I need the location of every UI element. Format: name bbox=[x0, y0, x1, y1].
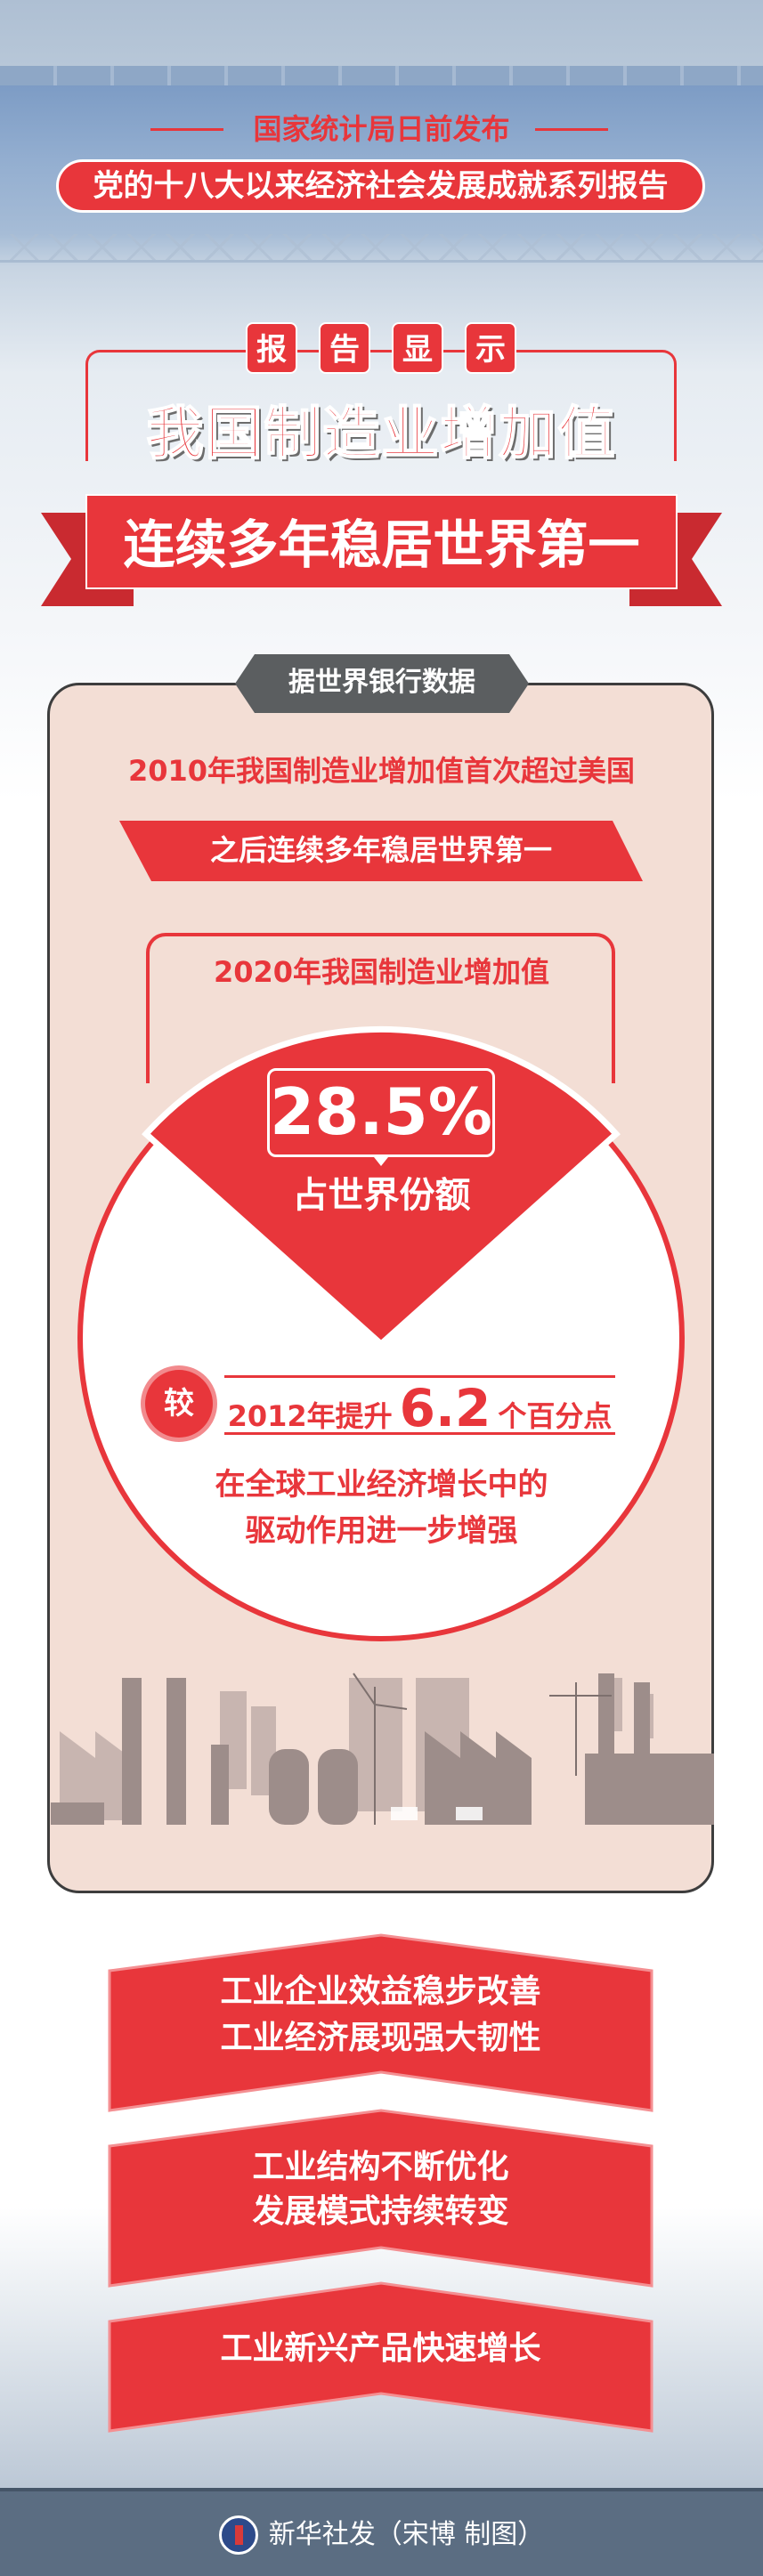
report-shows-char: 显 bbox=[392, 322, 443, 374]
series-title-pill: 党的十八大以来经济社会发展成就系列报告 bbox=[56, 159, 705, 213]
report-shows-char: 告 bbox=[319, 322, 370, 374]
banner-text: 之后连续多年稳居世界第一 bbox=[209, 833, 552, 867]
chevron-3-line-1: 工业新兴产品快速增长 bbox=[220, 2330, 541, 2367]
header-stripe bbox=[0, 66, 763, 85]
compare-value: 6.2 bbox=[399, 1378, 491, 1438]
main-title: 我国制造业增加值 bbox=[146, 401, 617, 467]
report-shows-char: 报 bbox=[246, 322, 297, 374]
line-2010: 2010年我国制造业增加值首次超过美国 bbox=[127, 754, 636, 788]
source-tab bbox=[235, 654, 529, 713]
footer-bar bbox=[0, 2488, 763, 2576]
publisher-line: 国家统计局日前发布 bbox=[253, 112, 510, 146]
chevron-2 bbox=[108, 2109, 653, 2288]
bracket-2020 bbox=[146, 933, 615, 1083]
share-label: 占世界份额 bbox=[292, 1175, 471, 1216]
divider-right bbox=[535, 128, 608, 131]
title-2020: 2020年我国制造业增加值 bbox=[213, 955, 550, 989]
chevron-2-line-2: 发展模式持续转变 bbox=[252, 2193, 509, 2230]
compare-prefix: 2012年提升 bbox=[227, 1399, 393, 1433]
banner-shape bbox=[119, 821, 643, 881]
chevron-3 bbox=[108, 2281, 653, 2433]
increase-row: 2012年提升 6.2 个百分点 bbox=[224, 1378, 615, 1438]
title-bracket bbox=[85, 350, 677, 461]
chevron-2-line-1: 工业结构不断优化 bbox=[252, 2149, 509, 2185]
chevron-1 bbox=[108, 1933, 653, 2112]
drive-line-2: 驱动作用进一步增强 bbox=[245, 1513, 518, 1549]
share-value: 28.5% bbox=[267, 1068, 495, 1157]
industrial-skyline-illustration bbox=[51, 1673, 714, 1825]
divider-bottom bbox=[224, 1432, 615, 1435]
chevron-stack bbox=[108, 1933, 653, 2433]
share-circle bbox=[77, 1025, 685, 1641]
divider-top bbox=[224, 1375, 615, 1378]
compare-suffix: 个百分点 bbox=[498, 1399, 613, 1433]
chevron-1-line-2: 工业经济展现强大韧性 bbox=[220, 2020, 541, 2056]
compare-badge: 较 bbox=[145, 1370, 213, 1438]
report-shows-char: 示 bbox=[465, 322, 516, 374]
source-tab-label: 据世界银行数据 bbox=[288, 667, 475, 698]
xinhua-logo-icon bbox=[218, 2515, 258, 2555]
drive-line-1: 在全球工业经济增长中的 bbox=[215, 1467, 548, 1503]
divider-left bbox=[150, 128, 223, 131]
ribbon-title: 连续多年稳居世界第一 bbox=[123, 514, 640, 575]
ribbon-banner bbox=[41, 494, 722, 606]
chevron-1-line-1: 工业企业效益稳步改善 bbox=[220, 1973, 541, 2010]
credit-text: 新华社发（宋博 制图） bbox=[268, 2519, 545, 2550]
footer-credit: 新华社发（宋博 制图） bbox=[0, 2515, 763, 2555]
header-truss bbox=[0, 234, 763, 263]
